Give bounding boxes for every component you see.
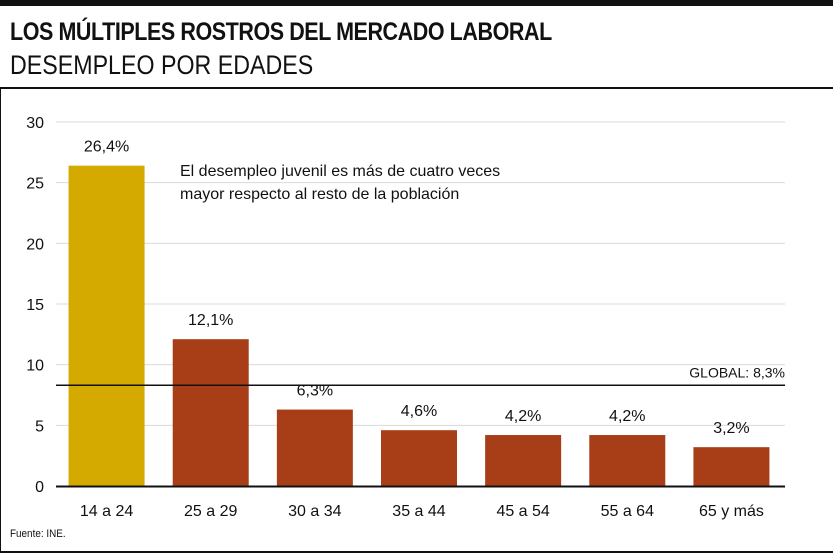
y-tick-label: 5 — [35, 418, 44, 435]
category-label: 14 a 24 — [80, 503, 133, 520]
header-divider — [0, 87, 833, 89]
category-label: 35 a 44 — [392, 503, 445, 520]
category-label: 45 a 54 — [496, 503, 549, 520]
bottom-border — [0, 551, 833, 553]
source-note: Fuente: INE. — [10, 528, 66, 540]
reference-line-group: GLOBAL: 8,3% — [56, 364, 785, 387]
value-label: 26,4% — [84, 139, 129, 156]
y-tick-label: 15 — [26, 297, 44, 314]
category-label: 65 y más — [699, 503, 764, 520]
y-tick-label: 20 — [26, 236, 44, 253]
bar — [693, 447, 770, 486]
bar — [589, 435, 666, 486]
chart-subtitle: DESEMPLEO POR EDADES — [10, 50, 314, 80]
bar — [68, 165, 145, 486]
annotation: El desempleo juvenil es más de cuatro ve… — [180, 163, 500, 203]
value-label: 4,2% — [505, 408, 541, 425]
bar — [172, 339, 249, 486]
value-label: 4,6% — [401, 403, 437, 420]
y-axis-ticks: 0 5 10 15 20 25 30 — [26, 115, 44, 496]
value-label: 3,2% — [713, 420, 749, 437]
left-border — [0, 87, 1, 553]
top-border — [0, 0, 833, 6]
reference-line-label: GLOBAL: 8,3% — [689, 364, 785, 380]
category-label: 55 a 64 — [601, 503, 654, 520]
value-label: 6,3% — [297, 383, 333, 400]
annotation-line: El desempleo juvenil es más de cuatro ve… — [180, 163, 500, 180]
category-labels: 14 a 24 25 a 29 30 a 34 35 a 44 45 a 54 55 a … — [80, 503, 764, 520]
value-labels: 26,4% 12,1% 6,3% 4,6% 4,2% 4,2% 3,2% — [84, 139, 750, 437]
y-tick-label: 25 — [26, 176, 44, 193]
bars — [68, 165, 770, 486]
value-label: 12,1% — [188, 312, 233, 329]
annotation-line: mayor respecto al resto de la población — [180, 186, 459, 203]
y-tick-label: 10 — [26, 358, 44, 375]
value-label: 4,2% — [609, 408, 645, 425]
y-tick-label: 30 — [26, 115, 44, 132]
grid-lines — [56, 121, 785, 426]
y-tick-label: 0 — [35, 479, 44, 496]
bar — [381, 430, 457, 486]
category-label: 30 a 34 — [288, 503, 341, 520]
bar — [485, 435, 562, 486]
category-label: 25 a 29 — [184, 503, 237, 520]
chart-title: LOS MÚLTIPLES ROSTROS DEL MERCADO LABORA… — [10, 18, 552, 46]
bar — [276, 409, 353, 486]
